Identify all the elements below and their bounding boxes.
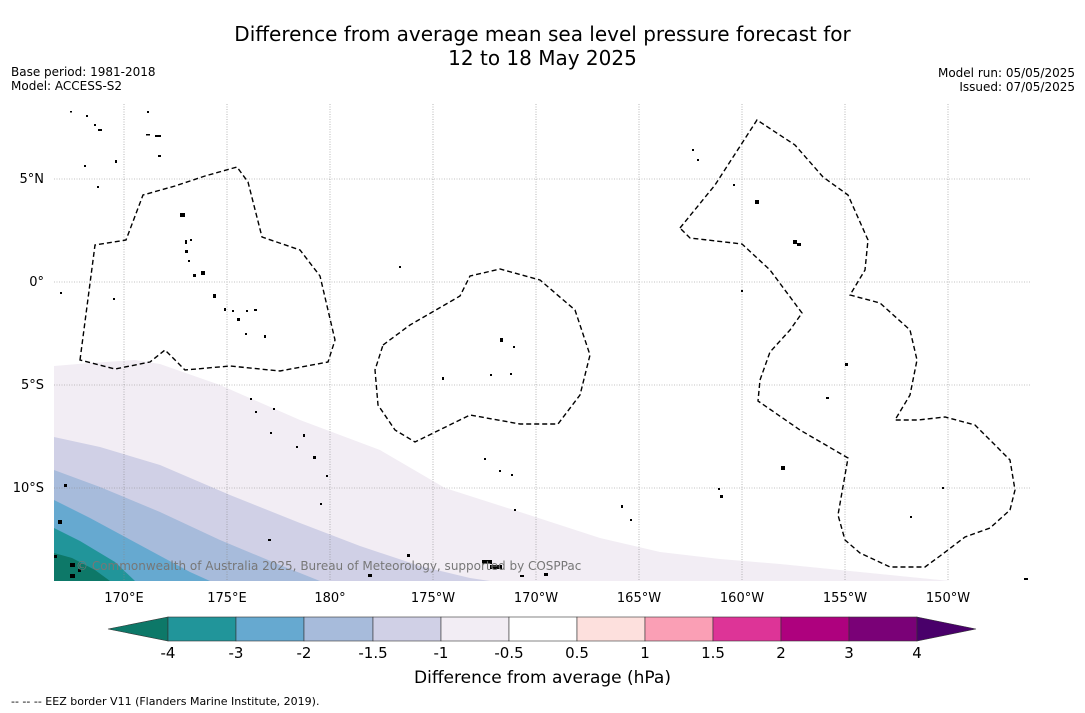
colorbar-segment: [372, 616, 442, 642]
colorbar-ticks: -4 -3 -2 -1.5 -1 -0.5 0.5 1 1.5 2 3 4: [161, 644, 922, 662]
anomaly-fields: [54, 360, 950, 581]
footer-note: -- -- -- EEZ border V11 (Flanders Marine…: [11, 695, 320, 708]
base-period: Base period: 1981-2018: [11, 65, 156, 79]
colorbar-tick: -1: [434, 644, 449, 662]
colorbar-arrow-left: [107, 616, 169, 642]
copyright-text: © Commonwealth of Australia 2025, Bureau…: [76, 559, 581, 573]
eez-kiribati-line: [679, 119, 1016, 568]
lon-label: 155°W: [823, 591, 867, 606]
colorbar-segment: [712, 616, 782, 642]
colorbar-tick: -2: [297, 644, 312, 662]
lon-label: 150°W: [926, 591, 970, 606]
eez-kiribati-gilbert: [79, 166, 336, 372]
islands: [54, 111, 1028, 580]
colorbar-tick: 1.5: [701, 644, 725, 662]
band-below-minus4: [54, 553, 110, 581]
colorbar-tick: 1: [640, 644, 650, 662]
colorbar-segment: [235, 616, 305, 642]
lat-label: 10°S: [13, 481, 44, 496]
model-name: Model: ACCESS-S2: [11, 79, 123, 93]
meta-right: Model run: 05/05/2025 Issued: 07/05/2025: [938, 66, 1075, 94]
lon-label: 175°W: [411, 591, 455, 606]
colorbar-segment: [167, 616, 237, 642]
lon-label: 170°W: [514, 591, 558, 606]
eez-borders: [79, 119, 1016, 568]
colorbar-tick: 2: [776, 644, 786, 662]
lon-label: 170°E: [104, 591, 144, 606]
title-line-1: Difference from average mean sea level p…: [234, 22, 851, 46]
colorbar-segment: [440, 616, 510, 642]
lon-label: 160°W: [720, 591, 764, 606]
colorbar-label: Difference from average (hPa): [414, 668, 671, 688]
colorbar-tick: -4: [161, 644, 176, 662]
lon-labels: 170°E 175°E 180° 175°W 170°W 165°W 160°W…: [104, 591, 970, 606]
colorbar-segment: [848, 616, 918, 642]
colorbar-segment: [508, 616, 578, 642]
title-line-2: 12 to 18 May 2025: [448, 46, 637, 70]
colorbar-tick: 4: [912, 644, 922, 662]
lat-label: 5°S: [21, 378, 44, 393]
lon-label: 180°: [314, 591, 345, 606]
colorbar-segment: [644, 616, 714, 642]
lon-label: 175°E: [207, 591, 247, 606]
issued-date: Issued: 07/05/2025: [959, 80, 1075, 94]
colorbar-tick: 0.5: [565, 644, 589, 662]
colorbar-segment: [780, 616, 850, 642]
eez-kiribati-phoenix: [374, 268, 591, 443]
meta-left: Base period: 1981-2018 Model: ACCESS-S2: [11, 65, 156, 93]
colorbar-segment: [303, 616, 374, 642]
model-run: Model run: 05/05/2025: [937, 66, 1075, 80]
colorbar-tick: -1.5: [358, 644, 387, 662]
lat-label: 5°N: [20, 172, 45, 187]
colorbar-tick: 3: [844, 644, 854, 662]
colorbar-segment: [576, 616, 646, 642]
colorbar-tick: -3: [229, 644, 244, 662]
lon-label: 165°W: [617, 591, 661, 606]
lat-labels: 5°N 0° 5°S 10°S: [13, 172, 44, 496]
colorbar-arrow-right: [916, 616, 977, 642]
graticule: [54, 104, 1030, 581]
lat-label: 0°: [29, 275, 44, 290]
colorbar: [107, 616, 977, 642]
colorbar-tick: -0.5: [494, 644, 523, 662]
